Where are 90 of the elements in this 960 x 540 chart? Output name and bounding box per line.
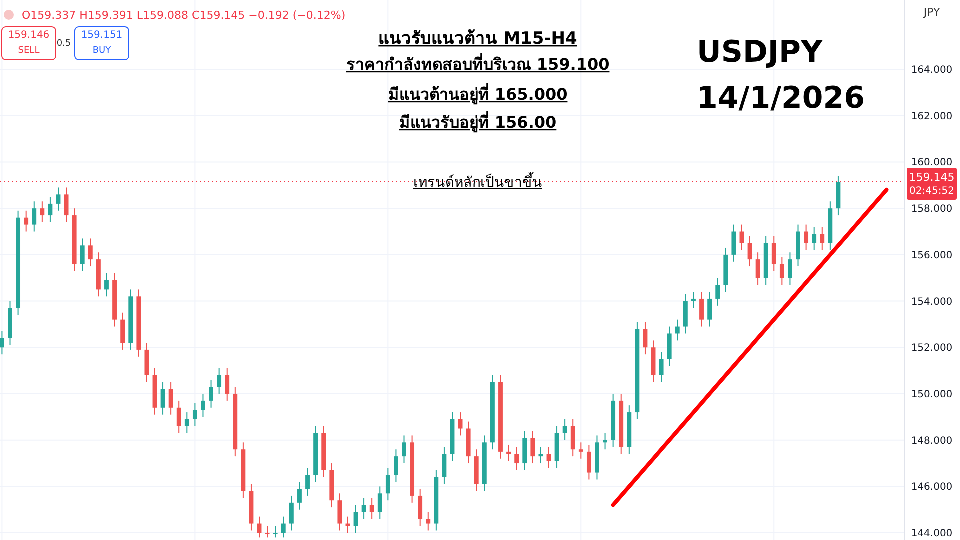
candlestick: [530, 430, 536, 464]
candlestick: [64, 187, 69, 223]
y-tick-label: 152.000: [911, 343, 953, 354]
candlestick: [418, 488, 423, 527]
candlestick: [402, 435, 406, 464]
candlestick: [120, 312, 126, 350]
y-tick-label: 164.000: [911, 65, 953, 76]
candlestick: [201, 393, 206, 418]
candlestick: [281, 516, 286, 538]
candlestick: [442, 446, 447, 485]
candlestick: [740, 224, 744, 251]
candlestick: [217, 368, 222, 394]
candlestick: [104, 272, 109, 298]
annotation: 0.5: [56, 39, 72, 49]
annotation: O159.337 H159.391 L159.088 C159.145 −0.192 (−0.12%): [22, 9, 346, 22]
candlestick: [570, 418, 576, 458]
y-tick-label: 144.000: [911, 528, 953, 540]
annotation: ราคากำลังทดสอบที่บริเวณ 159.100: [346, 53, 610, 74]
candlestick: [659, 352, 664, 383]
ref-line-label: 159.145: [909, 170, 955, 184]
candlestick: [708, 292, 712, 328]
candlestick: [225, 368, 230, 402]
candlestick: [732, 224, 736, 262]
candlestick: [578, 442, 584, 460]
candlestick: [265, 526, 270, 538]
candlestick: [804, 224, 809, 251]
annotation: USDJPY: [697, 35, 824, 70]
candlestick: [32, 201, 37, 232]
candlestick: [538, 446, 544, 464]
candlestick: [354, 504, 358, 534]
candlestick: [56, 187, 61, 212]
candlestick: [820, 226, 825, 251]
annotation: 14/1/2026: [697, 81, 866, 116]
candlestick: [298, 482, 302, 510]
candlestick: [643, 322, 648, 356]
candlestick: [394, 449, 398, 483]
candlestick: [362, 498, 366, 520]
y-tick-label: 154.000: [911, 296, 953, 308]
candlestick: [338, 493, 342, 532]
text: JPY: [922, 6, 940, 19]
annotation: 159.146: [8, 30, 50, 41]
candlestick: [426, 512, 431, 532]
y-tick-label: 162.000: [911, 111, 953, 122]
candlestick: [0, 330, 4, 356]
candlestick: [80, 238, 85, 272]
candlestick: [780, 256, 784, 286]
candlestick: [40, 201, 45, 223]
candlestick: [184, 412, 190, 434]
candlestick: [378, 486, 382, 520]
candlestick: [812, 226, 817, 251]
candlestick: [586, 444, 592, 480]
candlestick: [289, 495, 294, 532]
candlestick: [273, 526, 278, 538]
candlestick: [88, 238, 93, 268]
candlestick: [716, 278, 720, 306]
y-tick-label: 158.000: [911, 204, 953, 216]
candlestick: [160, 382, 166, 416]
y-tick-label: 150.000: [911, 389, 953, 400]
candlestick: [386, 468, 390, 502]
candlestick: [370, 498, 374, 520]
annotation: เทรนด์หลักเป็นขาขึ้น: [414, 172, 542, 191]
annotation: BUY: [92, 46, 112, 56]
candlestick: [176, 400, 182, 434]
candlestick: [168, 382, 174, 416]
text: 02:45:52: [910, 186, 954, 197]
annotation: SELL: [18, 46, 40, 56]
candlestick: [458, 412, 463, 436]
candlestick: [192, 402, 198, 427]
candlestick: [772, 236, 776, 272]
candlestick: [48, 196, 53, 223]
line-series: [611, 188, 889, 508]
y-tick-label: 148.000: [911, 436, 953, 447]
y-tick-label: 146.000: [911, 482, 953, 494]
candlestick: [209, 380, 214, 408]
candlestick: [306, 468, 310, 496]
candlestick: [788, 252, 792, 286]
candlestick: [562, 418, 568, 441]
candlestick: [756, 252, 760, 286]
candlestick: [24, 210, 29, 232]
y-tick-label: 160.000: [911, 158, 953, 169]
candlestick: [700, 292, 704, 328]
candlestick: [546, 446, 552, 469]
text: แนวรับแนวต้าน M15-H4: [378, 29, 578, 49]
candlestick: [514, 446, 520, 471]
y-tick-label: 156.000: [911, 250, 953, 262]
annotation: มีแนวรับอยู่ที่ 156.00: [399, 111, 557, 134]
candlestick: [675, 319, 680, 342]
annotation: มีแนวต้านอยู่ที่ 165.000: [388, 83, 568, 106]
annotation: 159.151: [81, 30, 123, 41]
candlestick: [692, 292, 696, 309]
